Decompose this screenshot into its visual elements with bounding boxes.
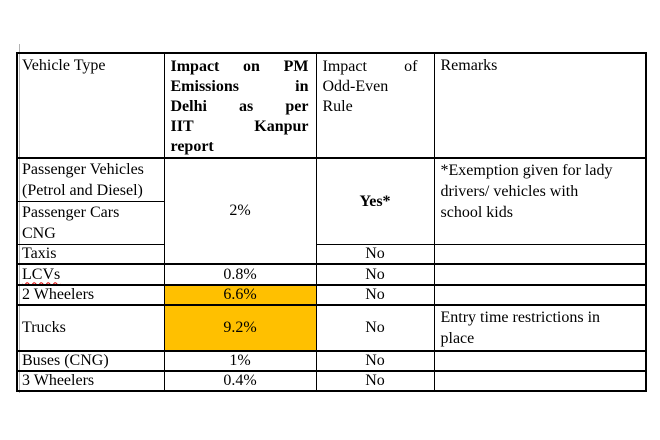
cell-impact-odd-even: No (315, 244, 435, 265)
header-line: Delhi as per (170, 98, 309, 115)
cell-remarks: *Exemption given for lady drivers/ vehic… (433, 157, 647, 245)
header-line: report (170, 138, 214, 155)
cell-impact-odd-even: No (315, 350, 435, 372)
header-line: Emissions in (170, 78, 309, 95)
column-header-remarks: Remarks (433, 52, 647, 159)
cell-remarks: Entry time restrictions in place (433, 304, 647, 352)
cell-remarks (433, 284, 647, 306)
table-row: 2 Wheelers 6.6% No (16, 284, 647, 306)
cell-impact-odd-even: No (315, 284, 435, 306)
cell-impact-pm: 0.8% (163, 263, 317, 286)
header-line: Rule (322, 98, 353, 115)
cell-impact-pm: 0.4% (163, 370, 317, 392)
cell-vehicle-type: 2 Wheelers (16, 284, 165, 306)
header-line: IIT Kanpur (170, 118, 309, 135)
cell-remarks (433, 350, 647, 372)
header-line: Impact of (322, 58, 418, 75)
table-row: Buses (CNG) 1% No (16, 350, 647, 372)
misspelled-word: LCVs (22, 265, 61, 283)
cell-impact-pm-highlighted: 9.2% (163, 304, 317, 352)
cell-impact-odd-even: Yes* (315, 157, 435, 245)
cell-remarks (433, 263, 647, 286)
table-row: Passenger Vehicles (Petrol and Diesel) 2… (16, 157, 647, 265)
cell-impact-pm-highlighted: 6.6% (163, 284, 317, 306)
cell-impact-pm: 1% (163, 350, 317, 372)
table-row: Taxis No (16, 244, 647, 265)
cell-vehicle-type: Trucks (16, 304, 165, 352)
header-line: Odd-Even (322, 78, 389, 95)
column-header-impact-pm: Impact on PM Emissions in Delhi as per IIT Kan… (163, 52, 317, 159)
cell-vehicle-type: Passenger Cars CNG (16, 201, 165, 245)
cell-vehicle-type: LCVs (16, 263, 165, 286)
cell-vehicle-type: Passenger Vehicles (Petrol and Diesel) (16, 157, 165, 202)
column-header-vehicle-type: Vehicle Type (16, 52, 165, 159)
table-row: 3 Wheelers 0.4% No (16, 370, 647, 392)
cell-remarks (433, 244, 647, 265)
column-header-odd-even: Impact of Odd-Even Rule (315, 52, 435, 159)
odd-even-impact-table: Vehicle Type Impact on PM Emissions in Delh… (16, 52, 647, 392)
table-row: Trucks 9.2% No Entry time restrictions i… (16, 304, 647, 352)
header-row: Vehicle Type Impact on PM Emissions in Delh… (16, 52, 647, 159)
cell-impact-odd-even: No (315, 263, 435, 286)
cell-impact-odd-even: No (315, 304, 435, 352)
cell-impact-pm: 2% (163, 157, 317, 265)
cell-vehicle-type: 3 Wheelers (16, 370, 165, 392)
cell-remarks (433, 370, 647, 392)
cell-impact-odd-even: No (315, 370, 435, 392)
cell-vehicle-type: Buses (CNG) (16, 350, 165, 372)
table-row: Passenger Cars CNG (16, 201, 646, 245)
table-row: LCVs 0.8% No (16, 263, 647, 286)
cell-vehicle-type: Taxis (16, 244, 165, 265)
header-line: Impact on PM (170, 58, 309, 75)
